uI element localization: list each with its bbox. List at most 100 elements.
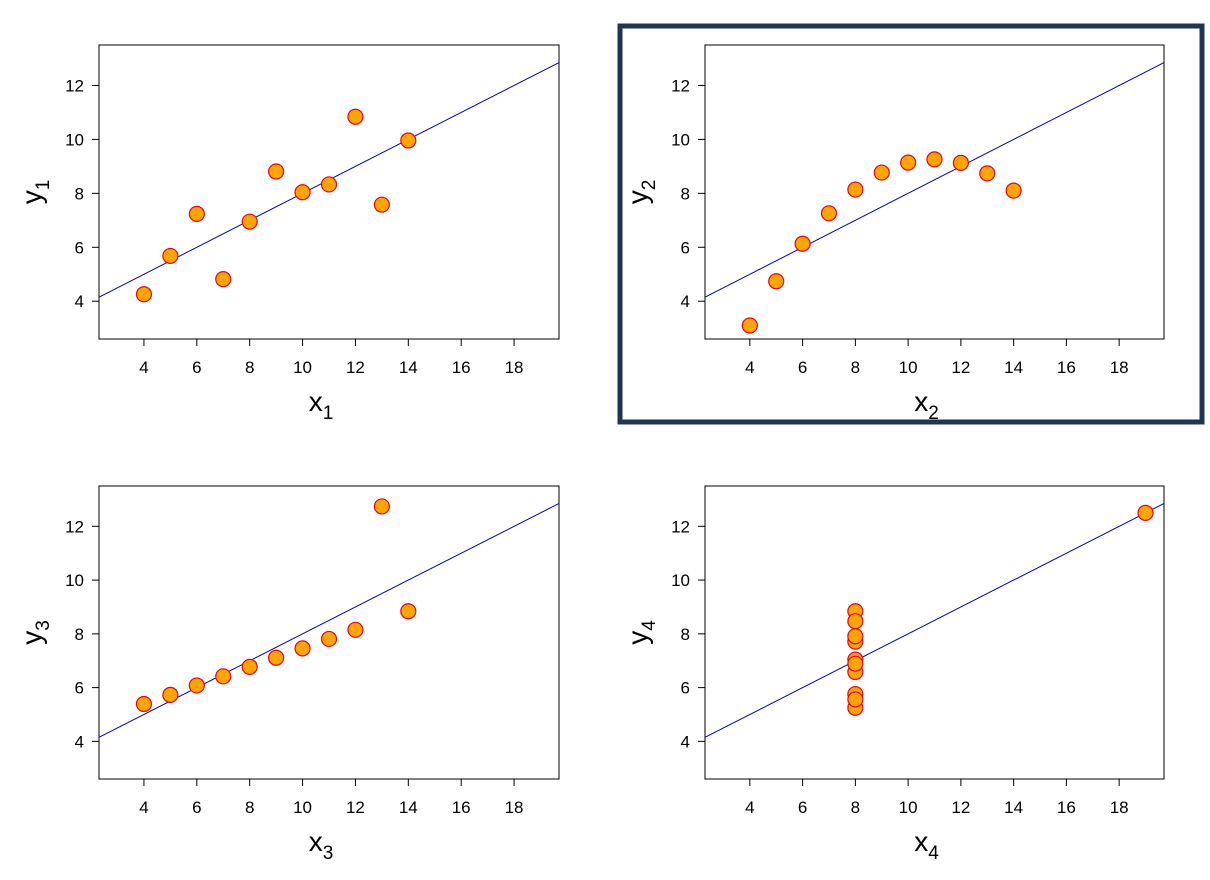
y-tick-label: 10 — [65, 571, 84, 590]
selection-highlight-border — [617, 23, 1205, 425]
y-tick-label: 6 — [681, 679, 690, 698]
data-point — [320, 176, 338, 193]
x-tick-label: 8 — [851, 358, 860, 377]
data-point — [162, 247, 179, 265]
y-tick-label: 8 — [681, 184, 690, 203]
data-point — [847, 181, 864, 198]
x-tick-label: 10 — [293, 798, 312, 817]
x-tick-label: 10 — [899, 358, 918, 377]
data-point — [215, 271, 232, 288]
x-tick-label: 16 — [452, 358, 471, 377]
y-tick-label: 8 — [75, 184, 84, 203]
x-tick-label: 16 — [452, 798, 471, 817]
y-tick-label: 6 — [75, 679, 84, 698]
data-point — [347, 621, 364, 638]
x-tick-label: 4 — [745, 798, 754, 817]
x-tick-label: 8 — [245, 798, 254, 817]
x-tick-label: 18 — [505, 798, 524, 817]
y-tick-label: 10 — [671, 571, 690, 590]
data-point — [294, 184, 311, 201]
x-tick-label: 14 — [399, 358, 418, 377]
x-tick-label: 6 — [798, 798, 807, 817]
data-point — [847, 613, 864, 630]
x-tick-label: 8 — [851, 798, 860, 817]
y-tick-label: 12 — [65, 76, 84, 95]
y-tick-label: 12 — [65, 517, 84, 536]
x-tick-label: 12 — [951, 358, 970, 377]
x-tick-label: 4 — [745, 358, 754, 377]
data-point — [188, 205, 205, 222]
x-axis-label: x2 — [914, 386, 939, 424]
y-tick-label: 4 — [681, 732, 690, 751]
x-tick-label: 14 — [399, 798, 418, 817]
x-tick-label: 18 — [1110, 798, 1129, 817]
regression-line — [705, 503, 1164, 738]
data-point — [873, 164, 890, 181]
x-tick-label: 4 — [139, 798, 148, 817]
plot-frame — [98, 485, 560, 780]
data-point — [847, 691, 864, 708]
data-point — [347, 108, 364, 125]
y-axis-label: y3 — [16, 620, 54, 645]
data-point — [1005, 182, 1022, 199]
y-axis-label: y4 — [622, 620, 660, 645]
x-tick-label: 16 — [1057, 798, 1076, 817]
x-tick-label: 8 — [245, 358, 254, 377]
data-point — [215, 668, 232, 685]
data-point — [847, 655, 864, 672]
data-point — [373, 498, 390, 515]
regression-line — [705, 62, 1164, 298]
data-point — [741, 317, 758, 334]
panel-4: 4 6 8 10 12 14 16 18 4 6 8 10 12 x4 y4 — [622, 485, 1165, 864]
y-tick-label: 4 — [681, 292, 690, 311]
data-point — [768, 273, 785, 290]
y-tick-label: 6 — [75, 238, 84, 257]
plot-frame — [704, 485, 1165, 780]
panel-1: 4 6 8 10 12 14 16 18 4 6 8 10 12 x1 y1 — [16, 44, 560, 424]
data-point — [188, 677, 205, 694]
data-point — [241, 213, 258, 230]
x-tick-label: 12 — [951, 798, 970, 817]
y-tick-label: 10 — [65, 130, 84, 149]
x-tick-label: 12 — [346, 798, 365, 817]
data-point — [926, 151, 943, 168]
data-point — [373, 196, 390, 213]
y-tick-label: 4 — [75, 292, 84, 311]
plot-frame — [98, 44, 560, 340]
y-tick-label: 10 — [671, 130, 690, 149]
data-point — [294, 640, 311, 657]
data-point — [400, 132, 417, 149]
panel-2: 4 6 8 10 12 14 16 18 4 6 8 10 12 x2 y2 — [617, 23, 1205, 425]
data-point — [979, 165, 996, 182]
y-tick-label: 8 — [681, 625, 690, 644]
y-tick-label: 12 — [671, 76, 690, 95]
y-tick-label: 8 — [75, 625, 84, 644]
x-tick-label: 6 — [192, 798, 201, 817]
y-tick-label: 6 — [681, 238, 690, 257]
data-point — [268, 163, 285, 180]
x-tick-label: 6 — [798, 358, 807, 377]
data-point — [135, 695, 153, 713]
data-point — [241, 658, 258, 676]
data-point — [400, 603, 417, 620]
data-point — [162, 686, 179, 703]
x-tick-label: 18 — [1110, 358, 1129, 377]
x-tick-label: 10 — [899, 798, 918, 817]
x-axis-label: x4 — [914, 826, 939, 864]
data-point — [320, 630, 338, 648]
data-point — [135, 286, 153, 303]
data-point — [1137, 504, 1154, 521]
data-point — [952, 154, 969, 171]
data-point — [900, 154, 917, 171]
data-point — [820, 205, 838, 222]
x-axis-label: x1 — [309, 386, 334, 424]
x-tick-label: 14 — [1004, 358, 1023, 377]
x-tick-label: 18 — [505, 358, 524, 377]
y-tick-label: 4 — [75, 732, 84, 751]
data-point — [268, 649, 285, 666]
y-axis-label: y1 — [16, 180, 54, 205]
x-tick-label: 12 — [346, 358, 365, 377]
panel-3: 4 6 8 10 12 14 16 18 4 6 8 10 12 x3 y3 — [16, 485, 560, 864]
data-point — [794, 235, 811, 252]
